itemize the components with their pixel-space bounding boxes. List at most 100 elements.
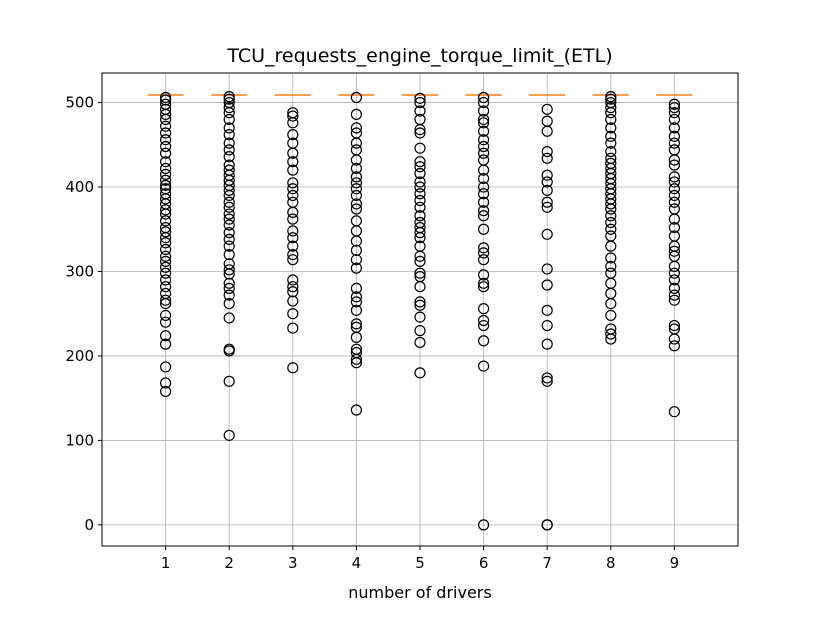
- flier-point: [478, 303, 490, 315]
- flier-point: [160, 294, 172, 306]
- flier-point: [287, 213, 299, 225]
- flier-point: [668, 289, 681, 301]
- flier-point: [160, 281, 172, 293]
- x-tick-label: 8: [606, 554, 616, 572]
- flier-point: [160, 204, 172, 216]
- flier-point: [160, 103, 172, 115]
- flier-point: [350, 177, 362, 189]
- flier-point: [414, 181, 426, 193]
- flier-point: [668, 274, 681, 286]
- flier-point: [223, 264, 235, 276]
- flier-point: [541, 145, 553, 158]
- flier-point: [287, 248, 299, 261]
- flier-point: [350, 343, 362, 355]
- flier-point: [605, 96, 617, 109]
- flier-point: [160, 237, 172, 249]
- flier-point: [478, 247, 490, 259]
- flier-point: [414, 216, 426, 229]
- flier-point: [287, 129, 299, 141]
- flier-point: [350, 244, 362, 256]
- flier-point: [414, 105, 426, 117]
- flier-point: [350, 162, 362, 175]
- flier-point: [223, 151, 235, 163]
- flier-point: [287, 225, 299, 237]
- flier-point: [605, 137, 617, 149]
- flier-point: [350, 291, 362, 303]
- flier-point: [414, 161, 426, 173]
- flier-point: [223, 96, 235, 109]
- flier-point: [223, 277, 235, 289]
- flier-point: [160, 330, 172, 342]
- flier-point: [223, 248, 235, 261]
- flier-point: [605, 223, 617, 235]
- flier-point: [160, 250, 172, 262]
- flier-point: [160, 134, 172, 146]
- flier-point: [478, 134, 490, 146]
- flier-point: [223, 129, 235, 141]
- flier-point: [287, 308, 299, 320]
- flier-point: [478, 91, 490, 104]
- flier-point: [414, 127, 426, 139]
- flier-point: [668, 203, 681, 215]
- flier-point: [605, 216, 617, 229]
- y-tick-label: 500: [65, 94, 94, 112]
- flier-point: [668, 406, 681, 418]
- flier-point: [223, 240, 235, 252]
- y-tick-label: 300: [65, 262, 94, 280]
- flier-point: [478, 117, 490, 129]
- flier-point: [668, 267, 681, 279]
- flier-point: [160, 168, 172, 180]
- flier-point: [160, 179, 172, 191]
- flier-point: [478, 519, 490, 531]
- flier-point: [350, 91, 362, 104]
- flier-point: [605, 309, 617, 322]
- y-tick-label: 200: [65, 347, 94, 365]
- y-tick-label: 100: [65, 431, 94, 449]
- flier-point: [668, 340, 681, 352]
- flier-point: [160, 127, 172, 139]
- flier-point: [160, 215, 172, 227]
- flier-point: [160, 120, 172, 132]
- flier-point: [287, 322, 299, 334]
- flier-point: [160, 91, 172, 104]
- flier-point: [478, 125, 490, 137]
- flier-point: [223, 137, 235, 149]
- flier-point: [350, 171, 362, 183]
- flier-point: [541, 176, 553, 188]
- flier-point: [160, 147, 172, 159]
- flier-point: [160, 140, 172, 153]
- flier-point: [668, 122, 681, 134]
- flier-point: [414, 113, 426, 126]
- flier-point: [350, 304, 362, 316]
- flier-point: [478, 314, 490, 327]
- flier-point: [223, 297, 235, 310]
- flier-point: [350, 296, 362, 308]
- flier-point: [350, 108, 362, 120]
- flier-point: [414, 240, 426, 252]
- x-axis-label: number of drivers: [348, 583, 491, 602]
- flier-point: [287, 137, 299, 149]
- flier-point: [287, 177, 299, 189]
- flier-point: [160, 156, 172, 168]
- y-tick-label: 0: [84, 516, 94, 534]
- flier-point: [668, 137, 681, 149]
- flier-point: [668, 183, 681, 195]
- flier-point: [223, 144, 235, 156]
- flier-point: [414, 167, 426, 180]
- flier-point: [478, 196, 490, 208]
- flier-point: [223, 312, 235, 324]
- flier-point: [350, 215, 362, 227]
- flier-point: [668, 196, 681, 208]
- flier-point: [478, 269, 490, 281]
- flier-point: [414, 255, 426, 267]
- flier-point: [605, 323, 617, 335]
- flier-point: [414, 194, 426, 207]
- flier-point: [668, 171, 681, 183]
- x-tick-label: 5: [415, 554, 425, 572]
- flier-point: [668, 245, 681, 257]
- flier-point: [541, 228, 553, 240]
- axis-ticks: 0 100 200 300 400 500 1 2 3 4 5 6 7 8 9: [65, 94, 679, 572]
- flier-point: [223, 122, 235, 134]
- flier-point: [478, 335, 490, 347]
